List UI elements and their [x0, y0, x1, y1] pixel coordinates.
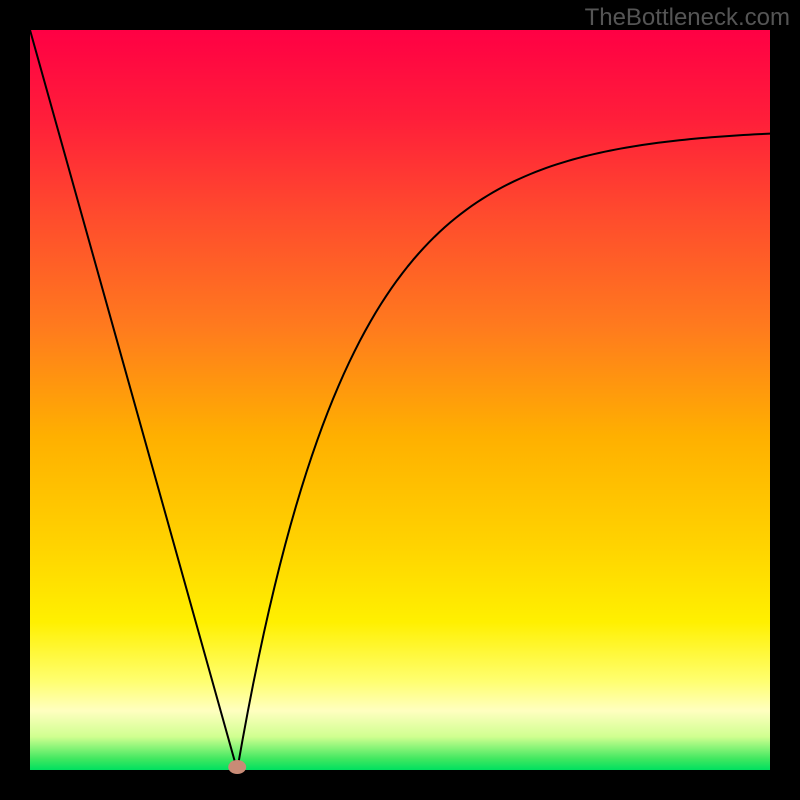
- chart-canvas: [0, 0, 800, 800]
- optimal-point-marker: [228, 760, 246, 774]
- chart-background-gradient: [30, 30, 770, 770]
- bottleneck-chart: TheBottleneck.com: [0, 0, 800, 800]
